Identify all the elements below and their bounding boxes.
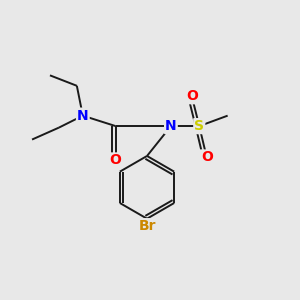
Text: N: N — [77, 109, 88, 123]
Text: S: S — [194, 119, 204, 133]
Text: Br: Br — [138, 219, 156, 233]
Text: O: O — [110, 154, 122, 167]
Text: N: N — [165, 119, 177, 133]
Text: O: O — [186, 89, 198, 103]
Text: O: O — [201, 151, 213, 164]
